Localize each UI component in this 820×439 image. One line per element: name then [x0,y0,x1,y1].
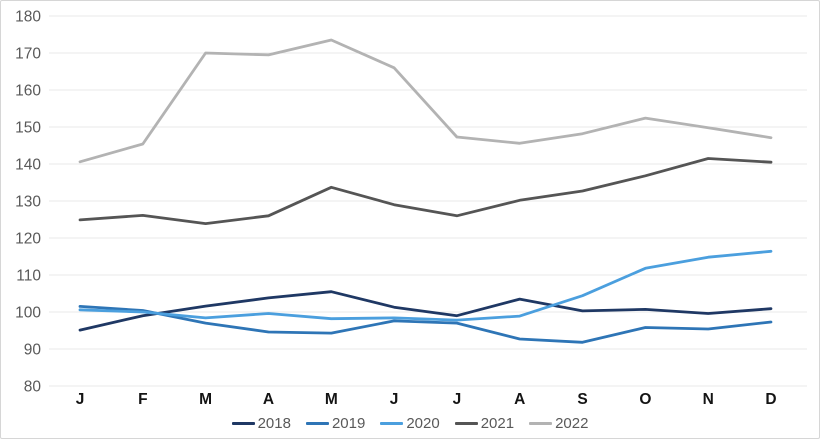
legend-swatch-2021 [454,422,478,425]
x-axis-label-11: D [765,391,776,408]
legend-swatch-2020 [380,422,404,425]
legend-label: 2021 [480,415,515,432]
x-axis-label-1: F [138,391,147,408]
legend-item-2021[interactable]: 2021 [454,415,515,432]
y-axis-tick-label-120: 120 [15,231,41,248]
legend-label: 2020 [406,415,440,432]
y-axis-tick-label-90: 90 [24,342,42,359]
x-axis-label-9: O [639,391,651,408]
series-line-2020 [78,249,773,322]
x-axis-label-6: J [453,391,462,408]
series-line-2018 [78,290,773,332]
chart-legend: 2018 2019 2020 2021 2022 [1,416,819,431]
series-line-2021 [78,157,773,226]
legend-item-2018[interactable]: 2018 [231,415,291,432]
legend-item-2020[interactable]: 2020 [380,415,440,432]
legend-item-2019[interactable]: 2019 [305,415,366,432]
y-axis-tick-label-150: 150 [15,120,41,137]
y-axis-tick-label-130: 130 [15,194,41,211]
y-axis-tick-label-80: 80 [24,379,42,396]
legend-item-2022[interactable]: 2022 [529,416,588,431]
x-axis-label-4: M [325,391,338,408]
y-axis-tick-label-140: 140 [15,157,41,174]
x-axis-label-8: S [577,391,587,408]
legend-swatch-2019 [305,422,329,425]
legend-label: 2019 [331,415,366,432]
y-axis-tick-label-170: 170 [15,46,41,63]
legend-swatch-2018 [231,422,255,425]
legend-swatch-2022 [529,422,553,425]
series-line-2019 [78,304,773,344]
chart-canvas: 180 170 160 150 140 130 120 110 100 90 80 J F M A M J J A S… [15,9,807,408]
legend-label: 2022 [555,415,589,432]
x-axis-label-5: J [390,391,399,408]
x-axis-label-3: A [263,391,274,408]
y-axis-tick-label-160: 160 [15,83,41,100]
series-line-2022 [78,38,773,164]
y-axis-tick-label-180: 180 [15,9,41,26]
legend-label: 2018 [257,415,291,432]
x-axis-label-10: N [703,391,714,408]
x-axis-label-7: A [514,391,525,408]
x-axis-label-0: J [76,391,85,408]
x-axis-label-2: M [199,391,212,408]
y-axis-tick-label-110: 110 [16,268,41,285]
y-axis-tick-label-100: 100 [15,305,41,322]
